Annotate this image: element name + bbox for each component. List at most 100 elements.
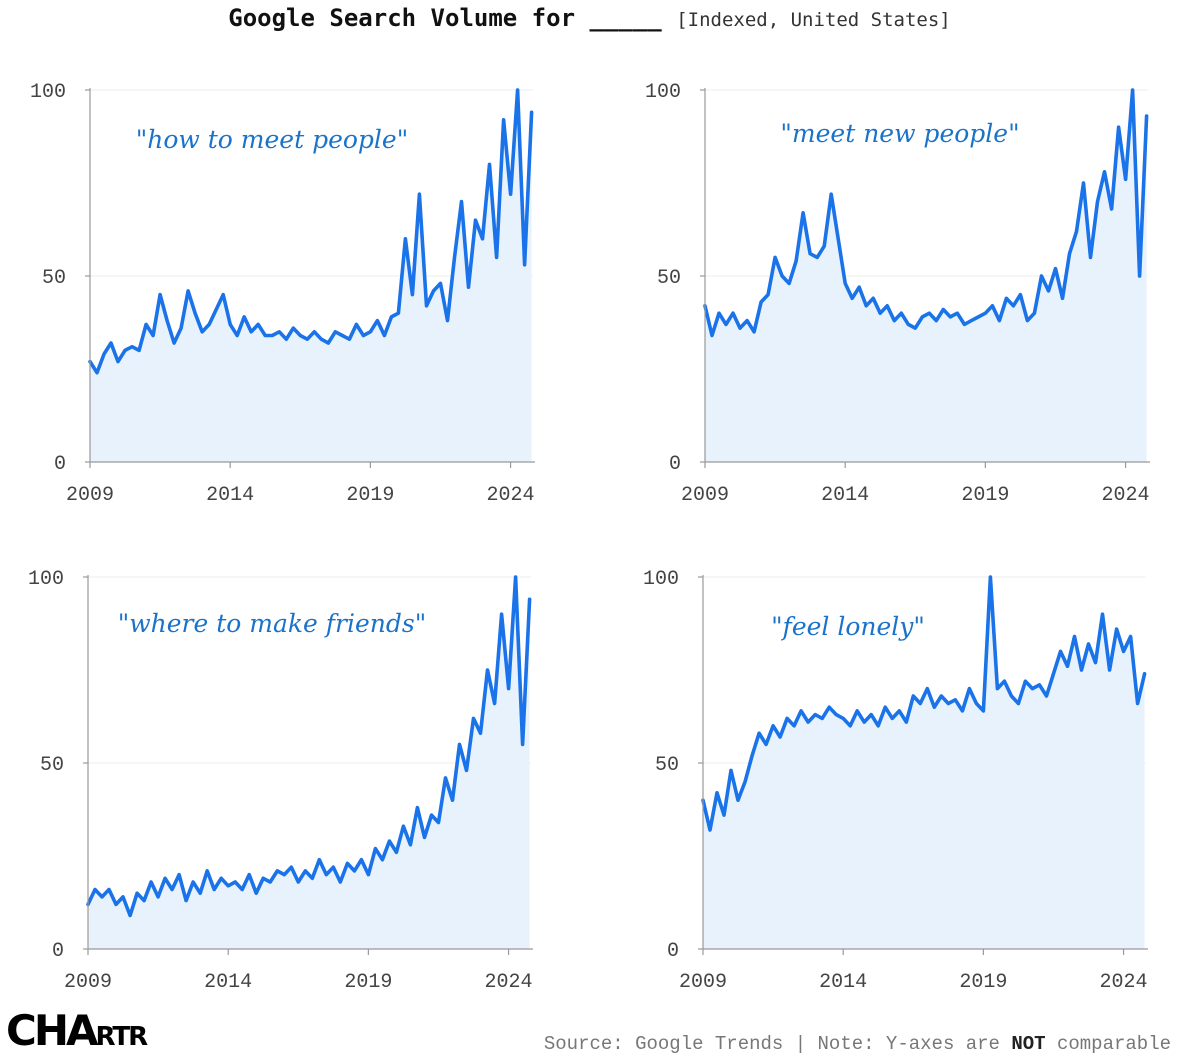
y-tick-label: 100 xyxy=(30,81,66,104)
data-point xyxy=(313,330,316,333)
data-point xyxy=(738,326,742,330)
data-point xyxy=(409,843,412,846)
chart-title-sub: [Indexed, United States] xyxy=(676,9,951,31)
data-point xyxy=(285,338,288,341)
x-tick-label: 2009 xyxy=(66,484,114,507)
data-point xyxy=(1047,289,1050,293)
data-point xyxy=(325,873,328,876)
y-tick-label: 50 xyxy=(42,267,66,290)
data-point xyxy=(1080,668,1083,672)
data-point xyxy=(439,282,442,285)
data-point xyxy=(332,866,335,869)
chart-title: Google Search Volume for _____ [Indexed,… xyxy=(0,4,1179,32)
data-point xyxy=(816,256,819,259)
data-point xyxy=(402,825,405,828)
data-point xyxy=(842,717,845,720)
data-point xyxy=(425,304,428,307)
data-point xyxy=(271,334,274,337)
data-point xyxy=(418,193,421,196)
data-point xyxy=(255,892,258,895)
data-point xyxy=(236,334,239,337)
data-point xyxy=(304,869,307,873)
chart-panel-1: 0 50 100 2009 2014 2019 2024 "how to meet peopl… xyxy=(30,81,535,507)
logo-big: CHA xyxy=(6,1006,99,1055)
data-point xyxy=(898,709,901,713)
data-point xyxy=(320,338,323,341)
data-point xyxy=(863,720,866,724)
data-point xyxy=(905,720,908,724)
data-point xyxy=(759,300,763,304)
data-point xyxy=(1103,170,1106,173)
data-point xyxy=(907,323,910,326)
x-tick-label: 2014 xyxy=(819,971,867,994)
data-point xyxy=(521,743,524,746)
data-point xyxy=(858,286,861,289)
data-point xyxy=(102,352,106,356)
data-point xyxy=(353,869,356,873)
data-point xyxy=(201,330,204,333)
data-point xyxy=(388,839,391,843)
comparable-text: comparable xyxy=(1045,1033,1171,1055)
data-point xyxy=(851,297,854,300)
data-point xyxy=(1122,650,1125,653)
data-point xyxy=(912,694,915,698)
data-point xyxy=(509,193,512,196)
data-point xyxy=(109,341,113,345)
data-point xyxy=(844,282,847,285)
data-point xyxy=(381,858,384,861)
data-point xyxy=(724,323,728,326)
data-point xyxy=(1066,665,1069,668)
data-point xyxy=(116,360,120,363)
data-point xyxy=(780,274,784,278)
data-point xyxy=(486,668,489,672)
data-point xyxy=(500,613,503,616)
data-point xyxy=(926,687,929,690)
data-point xyxy=(949,315,952,319)
data-point xyxy=(1012,304,1015,307)
data-point xyxy=(430,813,433,817)
data-point xyxy=(1017,702,1020,705)
data-point xyxy=(956,312,959,315)
y-tick-label: 0 xyxy=(52,940,64,963)
data-point xyxy=(1061,297,1064,300)
data-point xyxy=(1005,297,1008,300)
data-point xyxy=(785,717,789,720)
data-point xyxy=(264,334,267,337)
data-point xyxy=(514,575,517,579)
data-point xyxy=(158,293,162,296)
data-point xyxy=(736,799,740,802)
data-point xyxy=(928,312,931,315)
data-point xyxy=(1143,672,1146,675)
data-point xyxy=(191,880,195,884)
data-point xyxy=(458,743,461,746)
data-point xyxy=(411,293,414,296)
series-line xyxy=(88,88,534,375)
chart-title-main: Google Search Volume for _____ xyxy=(228,4,662,32)
x-tick-label: 2024 xyxy=(1102,484,1150,507)
data-point xyxy=(156,895,160,899)
logo-small: RTR xyxy=(95,1022,148,1052)
data-point xyxy=(222,293,225,296)
data-point xyxy=(397,312,400,315)
data-point xyxy=(130,345,134,348)
data-point xyxy=(199,892,202,895)
data-point xyxy=(341,334,344,337)
data-point xyxy=(404,237,407,240)
data-point xyxy=(891,717,894,720)
data-point xyxy=(954,698,957,701)
data-point xyxy=(1096,200,1099,203)
x-tick-label: 2009 xyxy=(679,971,727,994)
data-point xyxy=(773,256,777,259)
data-point xyxy=(977,315,980,319)
data-point xyxy=(479,732,482,735)
data-point xyxy=(821,717,824,720)
data-point xyxy=(269,880,272,884)
x-tick-label: 2019 xyxy=(346,484,394,507)
data-point xyxy=(227,884,230,887)
data-point xyxy=(921,315,924,319)
data-point xyxy=(1087,642,1090,646)
data-point xyxy=(1131,88,1134,92)
data-point xyxy=(516,88,519,92)
data-point xyxy=(165,319,169,322)
data-point xyxy=(460,200,463,203)
